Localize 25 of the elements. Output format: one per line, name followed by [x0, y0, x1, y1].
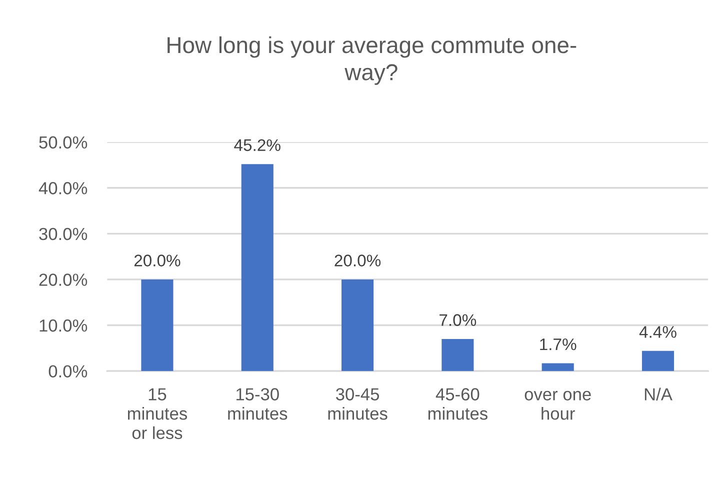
x-tick-label: over one hour: [524, 390, 591, 420]
y-tick-label: 10.0%: [40, 319, 88, 332]
bar: [342, 279, 374, 372]
chart-title: How long is your average commute one- way?: [168, 36, 576, 85]
x-tick-label: N/A: [644, 388, 672, 400]
x-tick-label: 45-60 minutes: [428, 388, 488, 420]
bar: [542, 363, 574, 372]
data-label: 20.0%: [334, 254, 381, 266]
bar: [241, 164, 274, 372]
y-tick-label: 20.0%: [39, 274, 88, 286]
bar: [642, 350, 674, 372]
y-tick-label: 0.0%: [48, 365, 88, 378]
bar: [442, 338, 474, 372]
data-label: 45.2%: [234, 139, 280, 152]
x-tick-label: 15-30 minutes: [228, 388, 288, 420]
y-tick-label: 40.0%: [38, 182, 88, 194]
data-label: 20.0%: [134, 254, 180, 266]
data-label: 1.7%: [540, 338, 576, 350]
data-label: 4.4%: [639, 326, 676, 338]
x-tick-label: 15 minutes or less: [128, 388, 187, 440]
y-tick-label: 30.0%: [39, 228, 88, 240]
bar: [141, 279, 174, 372]
y-tick-label: 50.0%: [39, 136, 88, 149]
data-label: 7.0%: [440, 314, 476, 326]
x-tick-label: 30-45 minutes: [328, 388, 388, 420]
